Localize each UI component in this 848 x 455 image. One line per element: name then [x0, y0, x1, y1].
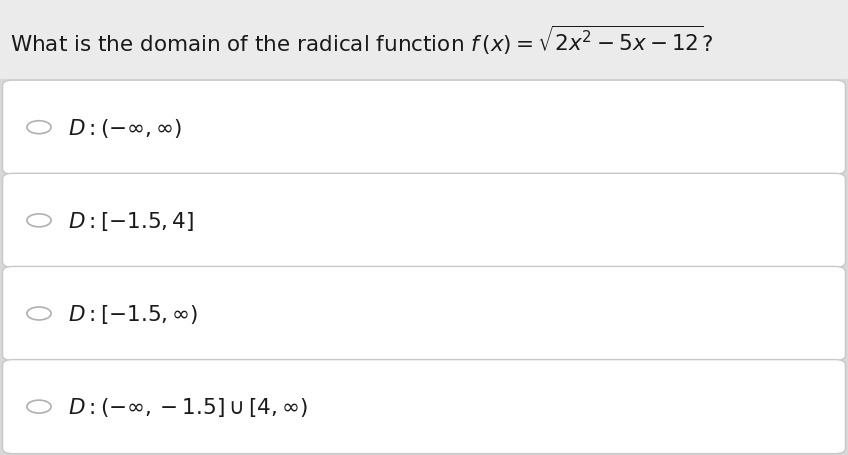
- Text: $D: [-1.5, 4]$: $D: [-1.5, 4]$: [68, 209, 194, 233]
- Text: $D: (-\infty, -1.5] \cup [4, \infty)$: $D: (-\infty, -1.5] \cup [4, \infty)$: [68, 395, 308, 418]
- FancyBboxPatch shape: [3, 81, 845, 175]
- FancyBboxPatch shape: [0, 0, 848, 80]
- FancyBboxPatch shape: [3, 267, 845, 361]
- Text: $D: [-1.5, \infty)$: $D: [-1.5, \infty)$: [68, 302, 198, 325]
- FancyBboxPatch shape: [3, 174, 845, 268]
- FancyBboxPatch shape: [3, 360, 845, 454]
- Text: $D: (-\infty, \infty)$: $D: (-\infty, \infty)$: [68, 116, 181, 139]
- Text: What is the domain of the radical function $f\,(x)=\sqrt{2x^2-5x-12}$?: What is the domain of the radical functi…: [10, 23, 713, 56]
